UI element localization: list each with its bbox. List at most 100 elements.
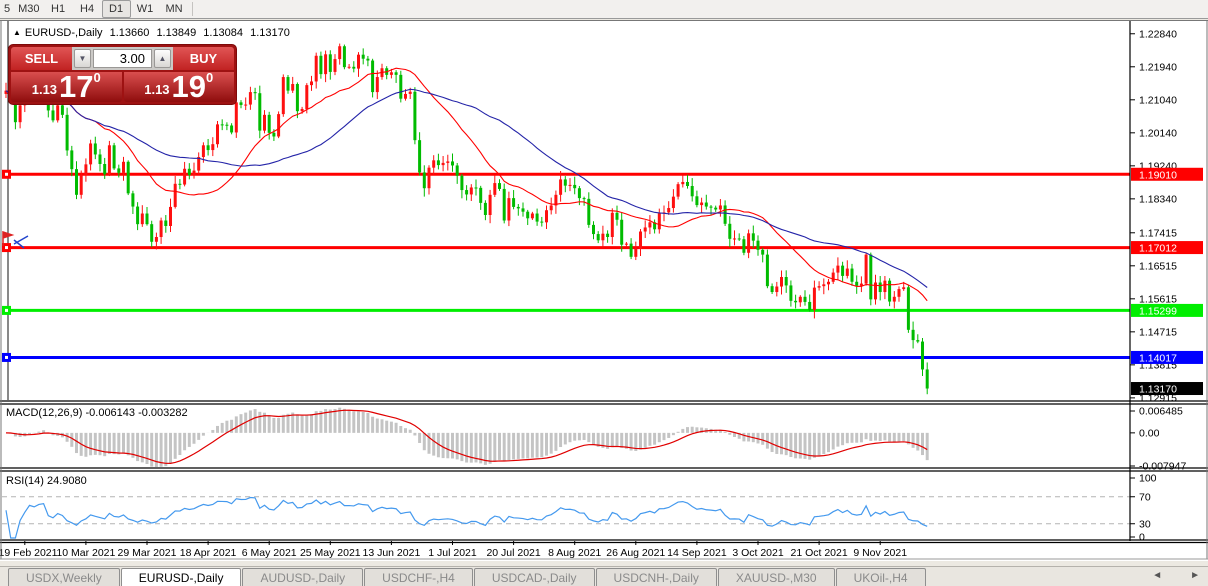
- tab-scroll-right-icon[interactable]: ►: [1190, 570, 1200, 581]
- chart-tab-bar: USDX,Weekly EURUSD-,Daily AUDUSD-,Daily USD…: [0, 566, 1208, 586]
- candle-body: [159, 220, 163, 238]
- macd-axis-label: 0.00: [1139, 427, 1160, 439]
- price-badge-label: 1.15299: [1139, 305, 1177, 317]
- price-badge-label: 1.19010: [1139, 169, 1177, 181]
- candle-body: [874, 282, 877, 300]
- candle-body: [51, 110, 55, 121]
- volume-input[interactable]: 3.00: [93, 49, 152, 68]
- timeframe-button-m30[interactable]: M30: [18, 3, 40, 15]
- candle-body: [902, 287, 906, 290]
- candle-body: [798, 296, 802, 303]
- candle-body: [888, 280, 892, 302]
- chart-tab-usdchf-h4[interactable]: USDCHF-,H4: [364, 568, 473, 586]
- candle-body: [841, 265, 845, 276]
- candle-body: [145, 213, 149, 225]
- candle-body: [126, 161, 130, 194]
- candle-body: [827, 281, 830, 285]
- candle-body: [789, 285, 793, 301]
- candle-body: [79, 175, 83, 195]
- candle-body: [624, 243, 628, 245]
- candle-body: [60, 105, 64, 115]
- candle-body: [103, 164, 107, 175]
- candle-body: [342, 46, 346, 68]
- sell-price-small: 1.13: [31, 82, 58, 97]
- chart-tab-usdx-weekly[interactable]: USDX,Weekly: [8, 568, 120, 586]
- chart-tab-audusd-daily[interactable]: AUDUSD-,Daily: [242, 568, 364, 586]
- candle-body: [56, 105, 60, 121]
- candle-body: [253, 92, 257, 94]
- tab-scroll-left-icon[interactable]: ◄: [1152, 570, 1163, 581]
- timeframe-button-5[interactable]: 5: [4, 3, 11, 15]
- candle-body: [657, 213, 661, 230]
- candle-body: [451, 161, 454, 166]
- buy-button[interactable]: BUY: [173, 47, 234, 70]
- timeframe-button-d1[interactable]: D1: [101, 0, 131, 18]
- price-badge: [1131, 303, 1203, 317]
- price-axis: 1.228401.219401.210401.201401.192401.183…: [1129, 20, 1203, 544]
- candle-body: [173, 183, 177, 207]
- timeframe-button-h1[interactable]: H1: [51, 3, 66, 15]
- candle-body: [488, 194, 492, 215]
- chart-symbol-label: EURUSD-,Daily: [24, 27, 103, 39]
- candle-body: [216, 124, 219, 145]
- sell-price-display[interactable]: 1.13 17 0: [11, 70, 122, 102]
- candle-body: [554, 194, 558, 206]
- price-tick-label: 1.21940: [1139, 61, 1177, 73]
- price-tick-label: 1.18340: [1139, 193, 1177, 205]
- volume-decrease-button[interactable]: ▼: [74, 49, 91, 68]
- candle-body: [634, 248, 638, 257]
- macd-axis-label: 0.006485: [1139, 406, 1183, 418]
- buy-price-small: 1.13: [144, 82, 170, 97]
- candle-body: [263, 114, 266, 131]
- candle-body: [206, 145, 210, 151]
- candle-body: [295, 84, 299, 112]
- candle-body: [89, 143, 93, 165]
- buy-price-display[interactable]: 1.13 19 0: [123, 70, 234, 102]
- candle-body: [211, 144, 215, 151]
- chart-tab-usdcad-daily[interactable]: USDCAD-,Daily: [473, 568, 595, 586]
- candle-body: [371, 60, 375, 93]
- candle-body: [361, 54, 365, 59]
- candle-body: [869, 254, 873, 300]
- candle-body: [596, 234, 600, 241]
- candle-body: [629, 243, 633, 257]
- chart-tab-ukoil-h4[interactable]: UKOil-,H4: [835, 568, 926, 586]
- candle-body: [305, 85, 309, 109]
- candle-body: [812, 287, 816, 311]
- chart-tab-xauusd-m30[interactable]: XAUUSD-,M30: [717, 568, 835, 586]
- candle-body: [239, 102, 243, 105]
- collapse-triangle-icon[interactable]: ▲: [13, 28, 21, 37]
- candle-body: [855, 281, 859, 286]
- price-tick-label: 1.12915: [1139, 392, 1177, 404]
- chart-tab-eurusd-daily[interactable]: EURUSD-,Daily: [120, 568, 242, 586]
- candle-body: [98, 154, 102, 165]
- candle-body: [314, 55, 318, 82]
- candle-body: [230, 125, 234, 133]
- timeframe-button-mn[interactable]: MN: [165, 3, 183, 15]
- candle-body: [183, 168, 187, 185]
- chart-window[interactable]: 19 Feb 2021 10 Mar 2021 29 Mar 2021 18 Apr …: [0, 20, 1208, 561]
- macd-label: MACD(12,26,9) -0.006143 -0.003282: [6, 407, 188, 419]
- price-badge: [1131, 241, 1203, 255]
- candle-body: [319, 55, 323, 75]
- candle-body: [483, 202, 487, 215]
- sell-button[interactable]: SELL: [11, 47, 72, 70]
- timeframe-button-h4[interactable]: H4: [80, 3, 95, 15]
- candle-body: [577, 188, 581, 199]
- rsi-label: RSI(14) 24.9080: [6, 475, 87, 487]
- price-tick-label: 1.16515: [1139, 260, 1177, 272]
- timeframe-button-w1[interactable]: W1: [136, 3, 154, 15]
- price-badge: [1131, 382, 1203, 396]
- candle-body: [545, 210, 548, 223]
- candle-body: [112, 145, 116, 169]
- candle-body: [756, 240, 760, 250]
- candle-body: [446, 161, 450, 163]
- date-tick-label: 3 Oct 2021: [732, 547, 784, 559]
- candle-body: [272, 132, 276, 137]
- volume-increase-button[interactable]: ▲: [154, 49, 171, 68]
- candle-body: [521, 208, 525, 212]
- chart-tab-usdcnh-daily[interactable]: USDCNH-,Daily: [595, 568, 717, 586]
- candle-body: [225, 124, 229, 126]
- date-tick-label: 10 Mar 2021: [56, 547, 115, 559]
